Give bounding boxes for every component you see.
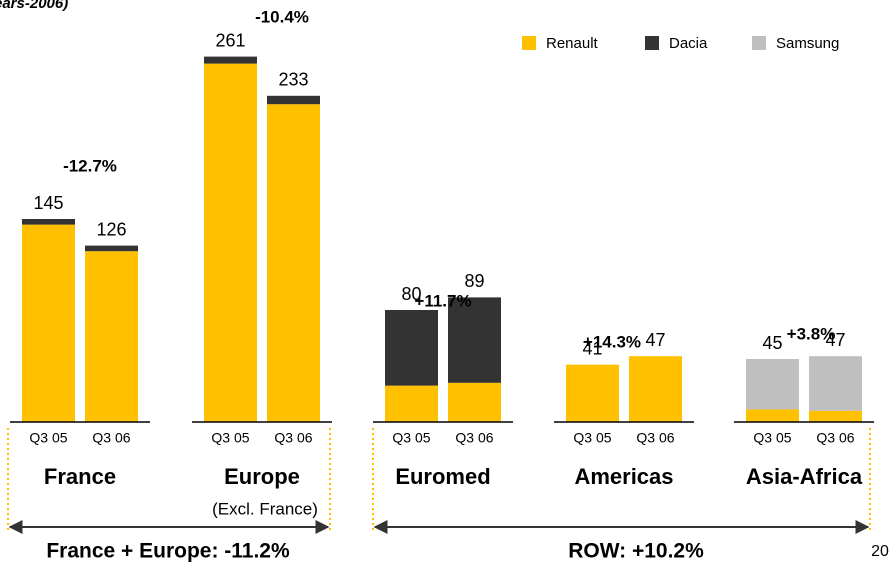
total-label: 45 bbox=[762, 333, 782, 353]
legend-label: Renault bbox=[546, 35, 599, 52]
bracket-label: ROW: +10.2% bbox=[568, 540, 704, 563]
change-label: -12.7% bbox=[63, 156, 117, 175]
group-label: France bbox=[44, 464, 116, 489]
legend-swatch bbox=[522, 36, 536, 50]
x-tick-label: Q3 05 bbox=[753, 430, 791, 446]
bracket-label: France + Europe: -11.2% bbox=[46, 540, 290, 563]
bar-segment bbox=[385, 310, 438, 386]
x-tick-label: Q3 06 bbox=[816, 430, 854, 446]
change-label: -10.4% bbox=[255, 7, 309, 26]
x-tick-label: Q3 05 bbox=[573, 430, 611, 446]
group-label: Asia-Africa bbox=[746, 464, 863, 489]
bar-segment bbox=[566, 364, 619, 422]
bar-segment bbox=[22, 219, 75, 225]
group-label: Euromed bbox=[395, 464, 490, 489]
bar-segment bbox=[85, 251, 138, 422]
bar-segment bbox=[809, 356, 862, 411]
x-tick-label: Q3 05 bbox=[392, 430, 430, 446]
x-tick-label: Q3 06 bbox=[636, 430, 674, 446]
x-tick-label: Q3 06 bbox=[274, 430, 312, 446]
total-label: 261 bbox=[215, 30, 245, 50]
bar-segment bbox=[448, 382, 501, 422]
x-tick-label: Q3 05 bbox=[211, 430, 249, 446]
bar-segment bbox=[22, 224, 75, 422]
change-label: +14.3% bbox=[583, 332, 641, 351]
group-label: Europe bbox=[224, 464, 300, 489]
page-number: 20 bbox=[871, 543, 889, 560]
bar-segment bbox=[267, 104, 320, 422]
total-label: 126 bbox=[96, 219, 126, 239]
bar-segment bbox=[267, 95, 320, 105]
total-label: 41 bbox=[582, 338, 602, 358]
total-label: 80 bbox=[401, 284, 421, 304]
bar-segment bbox=[629, 356, 682, 422]
legend-label: Samsung bbox=[776, 35, 839, 52]
change-label: +11.7% bbox=[414, 291, 471, 310]
total-label: 89 bbox=[464, 271, 484, 291]
total-label: 47 bbox=[645, 330, 665, 350]
bar-segment bbox=[385, 385, 438, 422]
legend-label: Dacia bbox=[669, 35, 708, 52]
legend-swatch bbox=[645, 36, 659, 50]
bar-segment bbox=[746, 409, 799, 422]
total-label: 233 bbox=[278, 70, 308, 90]
bar-segment bbox=[85, 245, 138, 252]
x-tick-label: Q3 05 bbox=[29, 430, 67, 446]
bar-segment bbox=[448, 297, 501, 383]
bar-segment bbox=[809, 410, 862, 422]
total-label: 47 bbox=[825, 330, 845, 350]
dividers bbox=[7, 428, 871, 530]
chart-title: ears-2006) bbox=[0, 0, 68, 12]
legend-swatch bbox=[752, 36, 766, 50]
bar-segment bbox=[204, 56, 257, 64]
bar-segment bbox=[204, 63, 257, 422]
group-note: (Excl. France) bbox=[212, 499, 318, 518]
group-label: Americas bbox=[574, 464, 673, 489]
change-label: +3.8% bbox=[787, 324, 836, 343]
bar-segment bbox=[746, 359, 799, 410]
x-tick-label: Q3 06 bbox=[92, 430, 130, 446]
x-tick-label: Q3 06 bbox=[455, 430, 493, 446]
total-label: 145 bbox=[33, 193, 63, 213]
